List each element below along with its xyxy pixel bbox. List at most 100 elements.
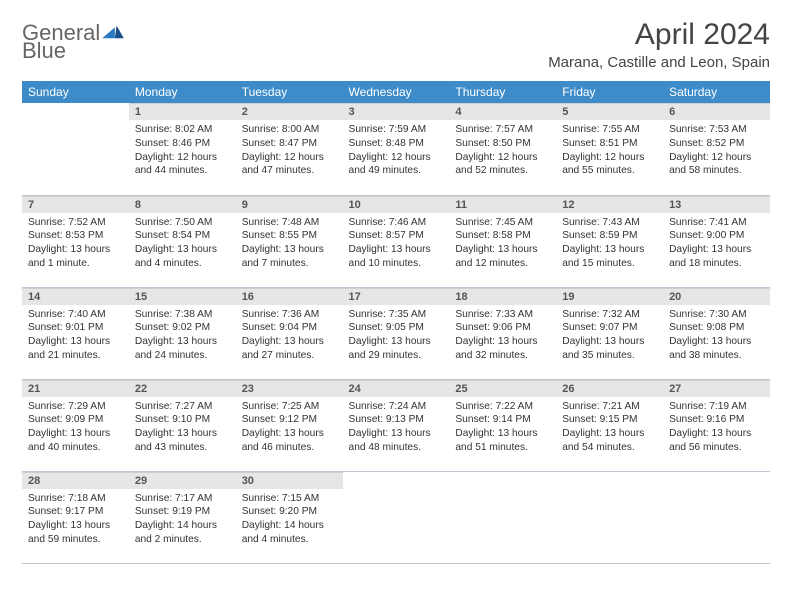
calendar-cell: 25Sunrise: 7:22 AMSunset: 9:14 PMDayligh… xyxy=(449,379,556,471)
sunrise-text: Sunrise: 7:18 AM xyxy=(28,492,123,506)
day-number: 24 xyxy=(343,380,450,397)
day-body: Sunrise: 7:52 AMSunset: 8:53 PMDaylight:… xyxy=(22,213,129,277)
calendar-week: 1Sunrise: 8:02 AMSunset: 8:46 PMDaylight… xyxy=(22,103,770,195)
day-number: 9 xyxy=(236,196,343,213)
sunrise-text: Sunrise: 7:43 AM xyxy=(562,216,657,230)
day-body: Sunrise: 7:46 AMSunset: 8:57 PMDaylight:… xyxy=(343,213,450,277)
calendar-cell: 3Sunrise: 7:59 AMSunset: 8:48 PMDaylight… xyxy=(343,103,450,195)
sunrise-text: Sunrise: 7:29 AM xyxy=(28,400,123,414)
calendar-cell: 17Sunrise: 7:35 AMSunset: 9:05 PMDayligh… xyxy=(343,287,450,379)
daylight-text: Daylight: 13 hours and 12 minutes. xyxy=(455,243,550,271)
calendar-cell: 27Sunrise: 7:19 AMSunset: 9:16 PMDayligh… xyxy=(663,379,770,471)
sunset-text: Sunset: 9:15 PM xyxy=(562,413,657,427)
sunrise-text: Sunrise: 7:38 AM xyxy=(135,308,230,322)
calendar-body: 1Sunrise: 8:02 AMSunset: 8:46 PMDaylight… xyxy=(22,103,770,563)
day-body: Sunrise: 7:30 AMSunset: 9:08 PMDaylight:… xyxy=(663,305,770,369)
day-number: 25 xyxy=(449,380,556,397)
col-header: Thursday xyxy=(449,81,556,103)
daylight-text: Daylight: 12 hours and 49 minutes. xyxy=(349,151,444,179)
sunrise-text: Sunrise: 7:46 AM xyxy=(349,216,444,230)
day-number: 18 xyxy=(449,288,556,305)
calendar-cell: 9Sunrise: 7:48 AMSunset: 8:55 PMDaylight… xyxy=(236,195,343,287)
sunrise-text: Sunrise: 7:25 AM xyxy=(242,400,337,414)
sunset-text: Sunset: 9:13 PM xyxy=(349,413,444,427)
title-block: April 2024 Marana, Castille and Leon, Sp… xyxy=(548,18,770,71)
sunrise-text: Sunrise: 7:35 AM xyxy=(349,308,444,322)
sunset-text: Sunset: 9:01 PM xyxy=(28,321,123,335)
day-number: 2 xyxy=(236,103,343,120)
daylight-text: Daylight: 12 hours and 47 minutes. xyxy=(242,151,337,179)
daylight-text: Daylight: 13 hours and 27 minutes. xyxy=(242,335,337,363)
daylight-text: Daylight: 13 hours and 38 minutes. xyxy=(669,335,764,363)
calendar-cell: 1Sunrise: 8:02 AMSunset: 8:46 PMDaylight… xyxy=(129,103,236,195)
sunset-text: Sunset: 8:54 PM xyxy=(135,229,230,243)
month-title: April 2024 xyxy=(548,18,770,52)
calendar-cell xyxy=(556,471,663,563)
sunset-text: Sunset: 8:48 PM xyxy=(349,137,444,151)
sunrise-text: Sunrise: 7:22 AM xyxy=(455,400,550,414)
day-body: Sunrise: 7:17 AMSunset: 9:19 PMDaylight:… xyxy=(129,489,236,553)
calendar-cell: 19Sunrise: 7:32 AMSunset: 9:07 PMDayligh… xyxy=(556,287,663,379)
day-number: 12 xyxy=(556,196,663,213)
sunrise-text: Sunrise: 7:15 AM xyxy=(242,492,337,506)
calendar-week: 14Sunrise: 7:40 AMSunset: 9:01 PMDayligh… xyxy=(22,287,770,379)
day-number: 10 xyxy=(343,196,450,213)
daylight-text: Daylight: 13 hours and 15 minutes. xyxy=(562,243,657,271)
sunrise-text: Sunrise: 7:40 AM xyxy=(28,308,123,322)
calendar-cell: 20Sunrise: 7:30 AMSunset: 9:08 PMDayligh… xyxy=(663,287,770,379)
calendar-cell: 7Sunrise: 7:52 AMSunset: 8:53 PMDaylight… xyxy=(22,195,129,287)
day-body: Sunrise: 7:19 AMSunset: 9:16 PMDaylight:… xyxy=(663,397,770,461)
calendar-cell xyxy=(663,471,770,563)
daylight-text: Daylight: 13 hours and 24 minutes. xyxy=(135,335,230,363)
sunset-text: Sunset: 9:12 PM xyxy=(242,413,337,427)
logo: General Blue xyxy=(22,22,124,62)
calendar-cell: 12Sunrise: 7:43 AMSunset: 8:59 PMDayligh… xyxy=(556,195,663,287)
day-body: Sunrise: 7:59 AMSunset: 8:48 PMDaylight:… xyxy=(343,120,450,184)
sunrise-text: Sunrise: 7:21 AM xyxy=(562,400,657,414)
daylight-text: Daylight: 13 hours and 54 minutes. xyxy=(562,427,657,455)
sunrise-text: Sunrise: 7:19 AM xyxy=(669,400,764,414)
calendar-cell: 4Sunrise: 7:57 AMSunset: 8:50 PMDaylight… xyxy=(449,103,556,195)
sunrise-text: Sunrise: 7:52 AM xyxy=(28,216,123,230)
calendar-cell: 6Sunrise: 7:53 AMSunset: 8:52 PMDaylight… xyxy=(663,103,770,195)
sunset-text: Sunset: 9:10 PM xyxy=(135,413,230,427)
day-number: 26 xyxy=(556,380,663,397)
day-body: Sunrise: 7:15 AMSunset: 9:20 PMDaylight:… xyxy=(236,489,343,553)
sunset-text: Sunset: 9:02 PM xyxy=(135,321,230,335)
sunset-text: Sunset: 8:57 PM xyxy=(349,229,444,243)
day-body: Sunrise: 7:29 AMSunset: 9:09 PMDaylight:… xyxy=(22,397,129,461)
sunrise-text: Sunrise: 7:53 AM xyxy=(669,123,764,137)
day-body: Sunrise: 7:27 AMSunset: 9:10 PMDaylight:… xyxy=(129,397,236,461)
sunset-text: Sunset: 9:05 PM xyxy=(349,321,444,335)
day-body: Sunrise: 7:36 AMSunset: 9:04 PMDaylight:… xyxy=(236,305,343,369)
calendar-cell: 11Sunrise: 7:45 AMSunset: 8:58 PMDayligh… xyxy=(449,195,556,287)
daylight-text: Daylight: 13 hours and 59 minutes. xyxy=(28,519,123,547)
calendar-cell: 8Sunrise: 7:50 AMSunset: 8:54 PMDaylight… xyxy=(129,195,236,287)
sunset-text: Sunset: 9:17 PM xyxy=(28,505,123,519)
calendar-header-row: Sunday Monday Tuesday Wednesday Thursday… xyxy=(22,81,770,103)
day-body: Sunrise: 7:21 AMSunset: 9:15 PMDaylight:… xyxy=(556,397,663,461)
sunset-text: Sunset: 9:04 PM xyxy=(242,321,337,335)
day-body: Sunrise: 7:53 AMSunset: 8:52 PMDaylight:… xyxy=(663,120,770,184)
sunrise-text: Sunrise: 7:24 AM xyxy=(349,400,444,414)
daylight-text: Daylight: 13 hours and 46 minutes. xyxy=(242,427,337,455)
daylight-text: Daylight: 13 hours and 56 minutes. xyxy=(669,427,764,455)
daylight-text: Daylight: 13 hours and 48 minutes. xyxy=(349,427,444,455)
day-number: 4 xyxy=(449,103,556,120)
calendar-cell: 26Sunrise: 7:21 AMSunset: 9:15 PMDayligh… xyxy=(556,379,663,471)
daylight-text: Daylight: 13 hours and 18 minutes. xyxy=(669,243,764,271)
calendar-week: 21Sunrise: 7:29 AMSunset: 9:09 PMDayligh… xyxy=(22,379,770,471)
daylight-text: Daylight: 13 hours and 43 minutes. xyxy=(135,427,230,455)
sunset-text: Sunset: 9:07 PM xyxy=(562,321,657,335)
day-number: 28 xyxy=(22,472,129,489)
daylight-text: Daylight: 12 hours and 58 minutes. xyxy=(669,151,764,179)
sunrise-text: Sunrise: 7:41 AM xyxy=(669,216,764,230)
daylight-text: Daylight: 13 hours and 29 minutes. xyxy=(349,335,444,363)
day-number: 5 xyxy=(556,103,663,120)
daylight-text: Daylight: 13 hours and 7 minutes. xyxy=(242,243,337,271)
col-header: Tuesday xyxy=(236,81,343,103)
daylight-text: Daylight: 12 hours and 55 minutes. xyxy=(562,151,657,179)
sunset-text: Sunset: 8:52 PM xyxy=(669,137,764,151)
calendar-cell xyxy=(449,471,556,563)
location-text: Marana, Castille and Leon, Spain xyxy=(548,54,770,71)
